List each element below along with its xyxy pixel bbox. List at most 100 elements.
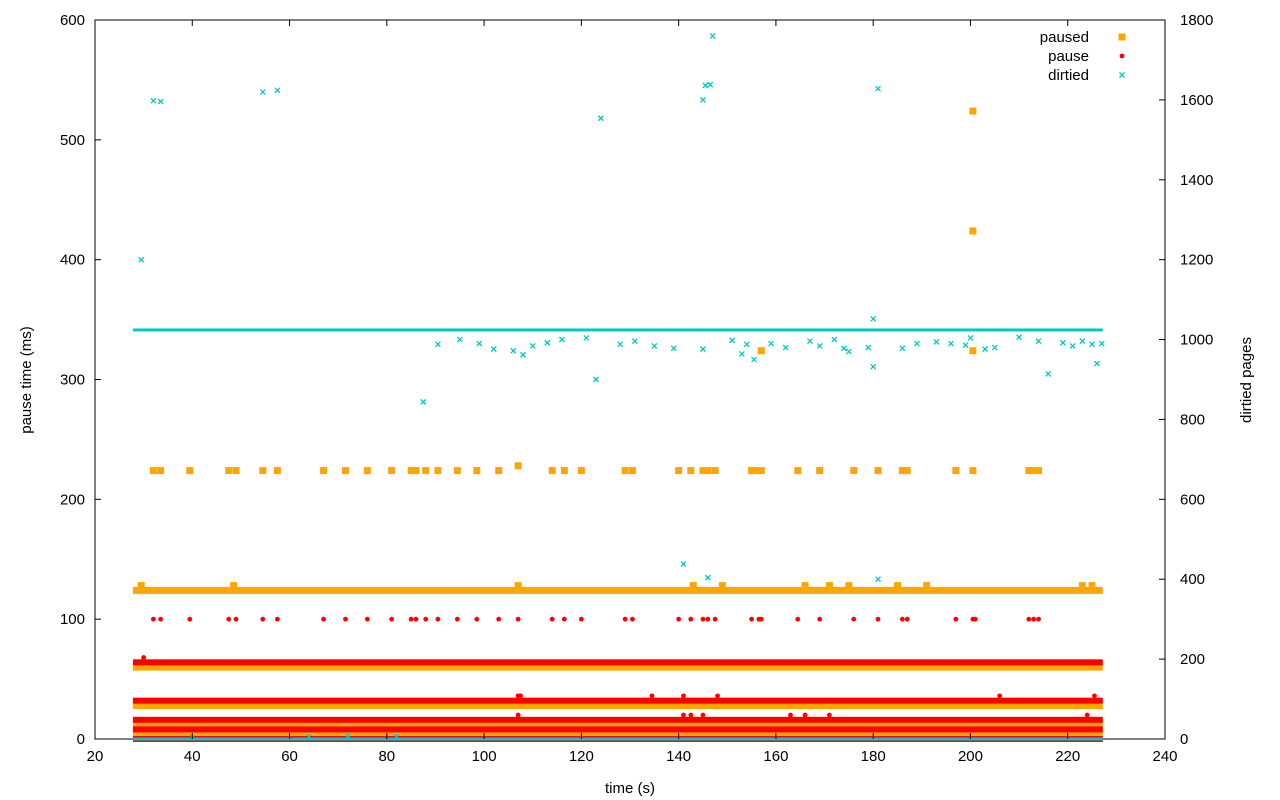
pause-point — [496, 616, 502, 622]
y2-tick-label: 600 — [1180, 491, 1205, 508]
dirtied-point — [738, 350, 745, 357]
dirtied-point — [138, 256, 145, 263]
pause-point — [1092, 693, 1097, 699]
y-tick-label: 400 — [60, 252, 85, 269]
y2-tick-label: 1200 — [1180, 252, 1213, 269]
dirtied-point — [670, 345, 677, 352]
dirtied-point — [967, 334, 974, 341]
paused-point — [1078, 582, 1086, 590]
legend-label-pause: pause — [1048, 48, 1089, 65]
y2-tick-label: 400 — [1180, 571, 1205, 588]
paused-point — [388, 467, 396, 475]
paused-point — [232, 467, 240, 475]
dirtied-band — [132, 737, 1103, 741]
paused-point — [894, 582, 901, 590]
paused-point — [711, 467, 719, 475]
pause-band — [132, 716, 1103, 723]
dirtied-point — [651, 342, 658, 349]
pause-point — [435, 616, 441, 622]
paused-point — [718, 582, 726, 590]
x-tick-label: 60 — [281, 748, 298, 765]
pause-point — [343, 616, 348, 622]
dirtied-point — [1079, 338, 1086, 345]
pause-point — [413, 616, 419, 622]
paused-point — [259, 467, 267, 475]
paused-point — [621, 467, 629, 475]
y-tick-label: 0 — [77, 731, 85, 748]
x-tick-label: 120 — [569, 748, 594, 765]
paused-point — [699, 467, 707, 475]
pause-point — [827, 712, 832, 718]
dirtied-point — [845, 348, 852, 355]
paused-band — [132, 586, 1103, 594]
dirtied-point — [729, 337, 736, 344]
y2-axis-title: dirtied pages — [1238, 337, 1255, 423]
dirtied-point — [1035, 338, 1042, 345]
paused-point — [560, 467, 568, 475]
paused-point — [969, 107, 977, 115]
paused-point — [149, 467, 157, 475]
x-tick-label: 100 — [472, 748, 497, 765]
paused-point — [1030, 467, 1038, 475]
pause-point — [158, 616, 164, 622]
y-tick-label: 600 — [60, 12, 85, 29]
dirtied-point — [913, 340, 920, 347]
dirtied-point — [259, 88, 266, 95]
dirtied-point — [1093, 360, 1100, 367]
y2-tick-label: 1600 — [1180, 92, 1213, 109]
pause-band — [132, 726, 1103, 733]
paused-point — [794, 467, 802, 475]
pause-point — [187, 616, 193, 622]
pause-point — [630, 616, 635, 622]
paused-point — [757, 347, 765, 355]
x-tick-label: 220 — [1055, 748, 1080, 765]
pause-point — [454, 616, 460, 622]
paused-point — [577, 467, 585, 475]
paused-point — [969, 467, 977, 475]
dirtied-point — [962, 342, 969, 349]
dirtied-point — [982, 346, 989, 353]
plot-border — [94, 19, 1166, 740]
dirtied-point — [1059, 339, 1066, 346]
x-tick-label: 180 — [861, 748, 886, 765]
x-tick-label: 160 — [763, 748, 788, 765]
dirtied-point — [751, 356, 757, 363]
pause-point — [561, 616, 567, 622]
dirtied-point — [306, 733, 312, 740]
dirtied-point — [831, 336, 838, 343]
dirtied-band — [132, 328, 1103, 332]
dirtied-point — [1045, 370, 1052, 377]
dirtied-point — [699, 96, 706, 103]
paused-point — [969, 227, 977, 235]
legend: paused pause dirtied — [1040, 29, 1126, 84]
pause-point — [953, 616, 959, 622]
paused-point — [757, 467, 765, 475]
paused-point — [825, 582, 833, 590]
dirtied-point — [1016, 334, 1023, 341]
dirtied-point — [1119, 72, 1125, 78]
paused-point — [687, 467, 695, 475]
y2-tick-label: 1000 — [1180, 332, 1213, 349]
pause-point — [423, 616, 429, 622]
dirtied-point — [841, 345, 847, 352]
paused-point — [548, 467, 556, 475]
pause-point — [1084, 712, 1090, 718]
pause-point — [515, 712, 521, 718]
paused-point — [1088, 582, 1096, 590]
pause-point — [1036, 616, 1041, 622]
paused-point — [320, 467, 328, 475]
pause-point — [972, 616, 978, 622]
y-tick-label: 100 — [60, 611, 85, 628]
pause-point — [795, 616, 801, 622]
paused-band — [132, 730, 1103, 738]
paused-point — [514, 582, 522, 590]
pause-point — [408, 616, 414, 622]
paused-point — [801, 582, 809, 590]
pause-point — [518, 693, 523, 699]
y-axis-title: pause time (ms) — [18, 326, 35, 434]
pause-point — [1119, 53, 1125, 59]
paused-point — [898, 467, 906, 475]
dirtied-point — [743, 341, 750, 348]
paused-point — [422, 467, 430, 475]
